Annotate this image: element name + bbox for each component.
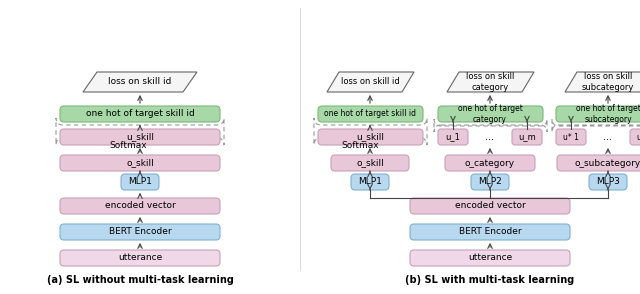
Text: BERT Encoder: BERT Encoder — [459, 228, 522, 236]
Text: MLP1: MLP1 — [358, 178, 382, 186]
FancyBboxPatch shape — [410, 250, 570, 266]
Text: loss on skill
subcategory: loss on skill subcategory — [582, 72, 634, 92]
FancyBboxPatch shape — [60, 129, 220, 145]
Text: o_category: o_category — [465, 158, 515, 168]
Text: o_subcategory: o_subcategory — [575, 158, 640, 168]
Polygon shape — [327, 72, 414, 92]
Text: BERT Encoder: BERT Encoder — [109, 228, 172, 236]
Text: ...: ... — [604, 132, 612, 142]
FancyBboxPatch shape — [60, 250, 220, 266]
Text: Softmax: Softmax — [341, 141, 379, 151]
FancyBboxPatch shape — [438, 129, 468, 145]
FancyBboxPatch shape — [60, 224, 220, 240]
Text: loss on skill
category: loss on skill category — [466, 72, 514, 92]
FancyBboxPatch shape — [60, 106, 220, 122]
Polygon shape — [83, 72, 197, 92]
Text: encoded vector: encoded vector — [454, 201, 525, 211]
Text: o_skill: o_skill — [356, 158, 384, 168]
Text: MLP2: MLP2 — [478, 178, 502, 186]
FancyBboxPatch shape — [318, 129, 423, 145]
Text: utterance: utterance — [468, 253, 512, 263]
Text: u_1: u_1 — [445, 133, 460, 141]
FancyBboxPatch shape — [471, 174, 509, 190]
FancyBboxPatch shape — [556, 106, 640, 122]
FancyBboxPatch shape — [410, 224, 570, 240]
Text: u_skill: u_skill — [126, 133, 154, 141]
FancyBboxPatch shape — [60, 198, 220, 214]
FancyBboxPatch shape — [410, 198, 570, 214]
Text: u_m: u_m — [518, 133, 536, 141]
Text: one hot of target skill id: one hot of target skill id — [86, 109, 195, 118]
FancyBboxPatch shape — [318, 106, 423, 122]
Text: one hot of target skill id: one hot of target skill id — [324, 109, 416, 118]
Text: (a) SL without multi-task learning: (a) SL without multi-task learning — [47, 275, 234, 285]
FancyBboxPatch shape — [331, 155, 409, 171]
Text: Softmax: Softmax — [109, 141, 147, 151]
Text: u_skill: u_skill — [356, 133, 384, 141]
FancyBboxPatch shape — [630, 129, 640, 145]
FancyBboxPatch shape — [60, 155, 220, 171]
FancyBboxPatch shape — [512, 129, 542, 145]
Text: MLP1: MLP1 — [128, 178, 152, 186]
Text: one hot of target
category: one hot of target category — [458, 104, 522, 124]
Text: u* n: u* n — [637, 133, 640, 141]
Text: ...: ... — [486, 132, 495, 142]
Text: utterance: utterance — [118, 253, 162, 263]
FancyBboxPatch shape — [445, 155, 535, 171]
FancyBboxPatch shape — [557, 155, 640, 171]
Text: MLP3: MLP3 — [596, 178, 620, 186]
FancyBboxPatch shape — [556, 129, 586, 145]
Text: encoded vector: encoded vector — [104, 201, 175, 211]
Polygon shape — [565, 72, 640, 92]
FancyBboxPatch shape — [589, 174, 627, 190]
Text: loss on skill id: loss on skill id — [340, 78, 399, 86]
Text: one hot of target
subcategory: one hot of target subcategory — [575, 104, 640, 124]
Text: o_skill: o_skill — [126, 158, 154, 168]
FancyBboxPatch shape — [351, 174, 389, 190]
Text: loss on skill id: loss on skill id — [108, 78, 172, 86]
Text: u* 1: u* 1 — [563, 133, 579, 141]
FancyBboxPatch shape — [121, 174, 159, 190]
FancyBboxPatch shape — [438, 106, 543, 122]
Polygon shape — [447, 72, 534, 92]
Text: (b) SL with multi-task learning: (b) SL with multi-task learning — [405, 275, 575, 285]
